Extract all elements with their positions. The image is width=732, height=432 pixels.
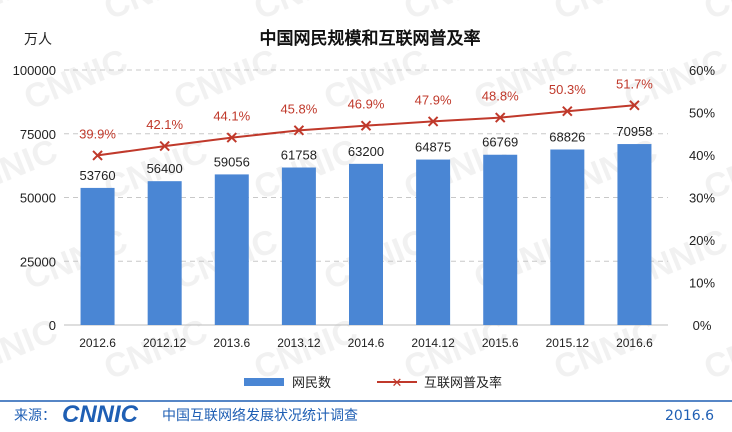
- line-value-label: 42.1%: [146, 117, 183, 132]
- line-point: [92, 150, 103, 161]
- point-marker-stroke: [562, 106, 573, 117]
- right-tick-label: 10%: [689, 276, 715, 291]
- line-point: [159, 140, 170, 152]
- line-value-label: 47.9%: [415, 92, 452, 107]
- line-point: [629, 100, 640, 111]
- left-axis-unit: 万人: [24, 32, 52, 48]
- left-axis-ticks: 0 25000 50000 75000 100000: [13, 63, 56, 333]
- line-point: [360, 120, 372, 131]
- bar: [147, 181, 182, 325]
- left-tick-label: 50000: [20, 191, 56, 206]
- watermark-text: CNNIC: [0, 0, 63, 27]
- line-point: [562, 106, 573, 117]
- footer-report-name: 中国互联网络发展状况统计调查: [162, 408, 358, 424]
- bar-value-label: 59056: [214, 154, 250, 169]
- right-tick-label: 0%: [693, 318, 712, 333]
- category-labels: 2012.6 2012.12 2013.6 2013.12 2014.6 2014.12 2…: [79, 336, 653, 350]
- point-marker-stroke: [159, 140, 170, 152]
- bar-value-label: 63200: [348, 144, 384, 159]
- line-value-label: 46.9%: [348, 97, 385, 112]
- category-label: 2014.12: [411, 336, 455, 350]
- legend-line-label: 互联网普及率: [424, 375, 502, 391]
- cnnic-logo: CNNIC: [62, 401, 139, 428]
- point-marker-stroke: [427, 116, 439, 127]
- category-label: 2012.6: [79, 336, 116, 350]
- bar: [214, 174, 249, 325]
- line-point: [427, 116, 439, 127]
- bar-value-label: 70958: [616, 124, 652, 139]
- line-value-label: 44.1%: [213, 109, 250, 124]
- right-tick-label: 60%: [689, 63, 715, 78]
- watermark-text: CNNIC: [19, 42, 133, 118]
- bar-value-label: 61758: [281, 148, 317, 163]
- right-tick-label: 50%: [689, 106, 715, 121]
- category-label: 2016.6: [616, 336, 653, 350]
- line-point: [495, 112, 506, 123]
- right-tick-label: 20%: [689, 233, 715, 248]
- left-tick-label: 0: [49, 318, 56, 333]
- watermark-text: CNNIC: [169, 42, 283, 118]
- watermark-text: CNNIC: [699, 0, 732, 27]
- bar-value-label: 64875: [415, 140, 451, 155]
- bar-series: 53760 56400 59056 61758 63200 64875 66769 68826…: [79, 124, 653, 325]
- footer-date: 2016.6: [665, 408, 714, 424]
- line-point: [226, 132, 237, 143]
- legend: 网民数 ✕ 互联网普及率: [244, 375, 502, 391]
- bar: [483, 154, 518, 325]
- right-axis-ticks: 0% 10% 20% 30% 40% 50% 60%: [689, 63, 715, 333]
- legend-bar-swatch: [244, 378, 284, 386]
- category-label: 2013.12: [277, 336, 321, 350]
- bar: [281, 167, 316, 325]
- watermark-text: CNNIC: [549, 0, 663, 27]
- category-label: 2012.12: [143, 336, 187, 350]
- bar: [416, 159, 451, 325]
- category-label: 2014.6: [348, 336, 385, 350]
- category-label: 2015.6: [482, 336, 519, 350]
- line-value-label: 51.7%: [616, 76, 653, 91]
- bar-value-label: 56400: [147, 161, 183, 176]
- left-tick-label: 25000: [20, 254, 56, 269]
- point-marker-stroke: [360, 120, 372, 131]
- line-value-label: 39.9%: [79, 126, 116, 141]
- category-label: 2015.12: [546, 336, 590, 350]
- bar-value-label: 68826: [549, 129, 585, 144]
- bar: [550, 149, 585, 325]
- point-marker-stroke: [92, 150, 103, 161]
- bar-value-label: 53760: [79, 168, 115, 183]
- bar: [349, 163, 383, 325]
- category-label: 2013.6: [213, 336, 250, 350]
- point-marker-stroke: [293, 125, 305, 136]
- watermark-text: CNNIC: [399, 0, 513, 27]
- point-marker-stroke: [495, 112, 506, 123]
- footer-source-label: 来源：: [14, 408, 56, 424]
- point-marker-stroke: [629, 100, 640, 111]
- bar: [80, 187, 115, 325]
- line-value-label: 45.8%: [280, 101, 317, 116]
- point-marker-stroke: [226, 132, 237, 143]
- chart-title: 中国网民规模和互联网普及率: [260, 28, 481, 49]
- watermark-text: CNNIC: [99, 0, 213, 27]
- legend-line-marker: ✕: [392, 376, 403, 391]
- line-point: [293, 125, 305, 136]
- right-tick-label: 40%: [689, 148, 715, 163]
- left-tick-label: 75000: [20, 127, 56, 142]
- line-value-label: 50.3%: [549, 82, 586, 97]
- line-value-label: 48.8%: [482, 89, 519, 104]
- watermark-text: CNNIC: [469, 42, 583, 118]
- bar-value-label: 66769: [482, 135, 518, 150]
- legend-bar-label: 网民数: [292, 376, 331, 391]
- line-series: 39.9% 42.1% 44.1% 45.8% 46.9% 47.9% 48.8% 50.3%…: [79, 76, 653, 161]
- watermark-text: CNNIC: [249, 0, 363, 27]
- left-tick-label: 100000: [13, 63, 56, 78]
- bar: [617, 144, 652, 325]
- right-tick-label: 30%: [689, 191, 715, 206]
